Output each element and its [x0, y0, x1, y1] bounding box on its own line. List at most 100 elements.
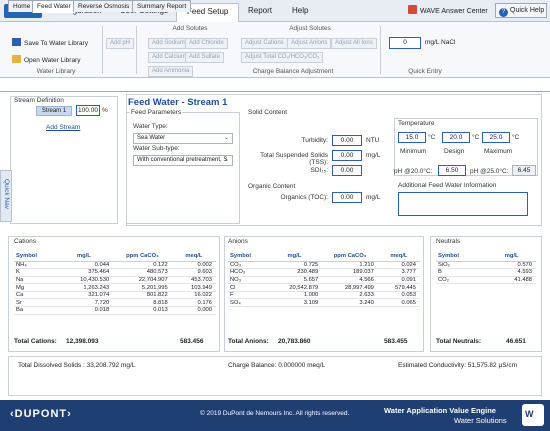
open-library-button[interactable]: Open Water Library: [12, 55, 80, 64]
ion-mg[interactable]: 10,430.530: [54, 276, 114, 285]
water-type-select[interactable]: Sea Water ⌄: [133, 133, 233, 144]
add-sulfate-button[interactable]: Add Sulfate: [185, 52, 225, 63]
add-ph-button[interactable]: Add pH: [106, 38, 135, 49]
organic-content-label: Organic Content: [248, 183, 296, 190]
quick-nav-label: Quick Nav: [3, 179, 10, 209]
tab-feed-water[interactable]: Feed Water: [32, 0, 76, 13]
ion-meq: 0.024: [377, 261, 420, 270]
adjust-total-co2-button[interactable]: Adjust Total CO₂/HCO₃/CO₃: [241, 52, 324, 63]
quick-help-button[interactable]: ? Quick Help: [495, 3, 547, 18]
ion-mg[interactable]: 1,263.243: [54, 283, 114, 292]
table-row[interactable]: SO₄ 3.109 3.240 0.065: [228, 298, 420, 308]
table-row[interactable]: B 4.593: [436, 268, 536, 277]
table-header-row: Symbol mg/L ppm CaCO₃ meq/L: [228, 251, 420, 262]
turbidity-input[interactable]: 0.00: [332, 135, 362, 146]
conductivity-summary: Estimated Conductivity: 51,575.82 µS/cm: [398, 362, 517, 369]
ion-mg[interactable]: 1.000: [266, 291, 323, 300]
ion-mg[interactable]: 0.570: [487, 261, 536, 270]
tss-unit: mg/L: [366, 152, 381, 159]
adjust-all-ions-button[interactable]: Adjust All Ions: [331, 38, 377, 49]
add-chloride-button[interactable]: Add Chloride: [185, 38, 228, 49]
ion-mg[interactable]: 3.109: [266, 298, 323, 308]
ion-ppm: 0.013: [113, 306, 172, 315]
save-icon: [12, 38, 21, 46]
additional-info-textarea[interactable]: [398, 192, 528, 216]
adjust-anions-button[interactable]: Adjust Anions: [287, 38, 332, 49]
sdi-input[interactable]: 0.00: [332, 165, 362, 176]
ion-mg[interactable]: 41.488: [487, 276, 536, 285]
sdi-label: SDI₁₅:: [310, 167, 328, 174]
ion-mg[interactable]: 20,542.879: [266, 283, 323, 292]
toc-input[interactable]: 0.00: [332, 192, 362, 203]
ribbon-divider: [380, 26, 381, 74]
table-row[interactable]: NO₃ 5.657 4.566 0.091: [228, 276, 420, 285]
table-row[interactable]: Na 10,430.530 22,704.907 453.703: [14, 276, 216, 285]
table-row[interactable]: F 1.000 2.633 0.053: [228, 291, 420, 300]
quick-help-label: Quick Help: [510, 7, 545, 14]
table-row[interactable]: CO₃ 0.725 1.210 0.024: [228, 261, 420, 270]
table-row[interactable]: CO₂ 41.488: [436, 276, 536, 285]
cations-table: Symbol mg/L ppm CaCO₃ meq/L NH₄ 0.044 0.12…: [14, 251, 216, 315]
page-tab-bar: [0, 80, 550, 92]
table-row[interactable]: HCO₃ 230.489 189.037 3.777: [228, 268, 420, 277]
tab-help[interactable]: Help: [292, 6, 309, 15]
add-calcium-button[interactable]: Add Calcium: [148, 52, 191, 63]
ion-symbol: Sr: [14, 298, 55, 308]
additional-info-label: Additional Feed Water Information: [398, 182, 497, 189]
table-row[interactable]: Ca 321.074 801.822 16.022: [14, 291, 216, 300]
stream-1-item[interactable]: Stream 1: [36, 106, 72, 116]
table-row[interactable]: Mg 1,263.243 5,201.995 103.949: [14, 283, 216, 292]
tab-report[interactable]: Report: [248, 6, 273, 15]
add-stream-link[interactable]: Add Stream: [46, 124, 81, 131]
ion-symbol: Mg: [14, 283, 55, 292]
total-cations-mg: 12,398.093: [66, 338, 99, 345]
temp-min-label: Minimum: [400, 148, 427, 155]
ion-mg[interactable]: 375.464: [54, 268, 114, 277]
tab-feed-setup[interactable]: Feed Setup: [176, 3, 240, 23]
table-header-row: Symbol mg/L ppm CaCO₃ meq/L: [14, 251, 216, 262]
water-subtype-select[interactable]: With conventional pretreatment, S ⌄: [133, 155, 233, 166]
table-row[interactable]: K 375.464 480.573 9.603: [14, 268, 216, 277]
ion-mg[interactable]: 0.725: [266, 261, 323, 270]
tab-reverse-osmosis[interactable]: Reverse Osmosis: [73, 0, 135, 12]
ion-symbol: NO₃: [228, 276, 267, 285]
ion-symbol: Cl: [228, 283, 267, 292]
charge-balance-group-label: Charge Balance Adjustment: [252, 68, 334, 75]
add-sodium-button[interactable]: Add Sodium: [148, 38, 189, 49]
table-row[interactable]: SiO₂ 0.570: [436, 261, 536, 270]
ion-mg[interactable]: 0.044: [54, 261, 114, 270]
ion-mg[interactable]: 230.489: [266, 268, 323, 277]
ph20-input[interactable]: 6.50: [438, 165, 466, 176]
add-ammonia-button[interactable]: Add Ammonia: [148, 66, 194, 77]
ion-mg[interactable]: 5.657: [266, 276, 323, 285]
ion-meq: 0.065: [377, 298, 420, 308]
table-row[interactable]: Sr 7.720 8.818 0.176: [14, 298, 216, 308]
nacl-quick-entry-input[interactable]: 0: [389, 37, 421, 49]
adjust-cations-button[interactable]: Adjust Cations: [241, 38, 288, 49]
summary-bar: [8, 356, 542, 396]
temp-max-input[interactable]: 25.0: [482, 132, 510, 143]
temp-design-input[interactable]: 20.0: [442, 132, 470, 143]
temp-design-label: Design: [444, 148, 465, 155]
temp-min-input[interactable]: 15.0: [398, 132, 426, 143]
table-row[interactable]: NH₄ 0.044 0.122 0.002: [14, 261, 216, 270]
stream-percent-input[interactable]: 100.00: [76, 105, 100, 116]
ion-ppm: 3.240: [322, 298, 378, 308]
save-library-button[interactable]: Save To Water Library: [12, 38, 88, 47]
water-library-group-label: Water Library: [36, 68, 76, 75]
tss-input[interactable]: 0.00: [332, 150, 362, 161]
ion-symbol: Ba: [14, 306, 55, 315]
tab-summary-report[interactable]: Summary Report: [132, 0, 192, 12]
ion-mg[interactable]: 0.018: [54, 306, 114, 315]
ion-mg[interactable]: 4.593: [487, 268, 536, 277]
wave-logo-icon: W: [522, 404, 544, 426]
table-row[interactable]: Cl 20,542.879 28,997.499 579.445: [228, 283, 420, 292]
ion-mg[interactable]: 321.074: [54, 291, 114, 300]
answer-center-icon: [408, 5, 417, 14]
ion-symbol: B: [436, 268, 488, 277]
quick-nav-panel[interactable]: Quick Nav: [0, 170, 12, 222]
ion-mg[interactable]: 7.720: [54, 298, 114, 308]
charge-balance-summary: Charge Balance: 0.000000 meq/L: [228, 362, 326, 369]
answer-center-link[interactable]: WAVE Answer Center: [408, 5, 488, 15]
table-row[interactable]: Ba 0.018 0.013 0.000: [14, 306, 216, 315]
